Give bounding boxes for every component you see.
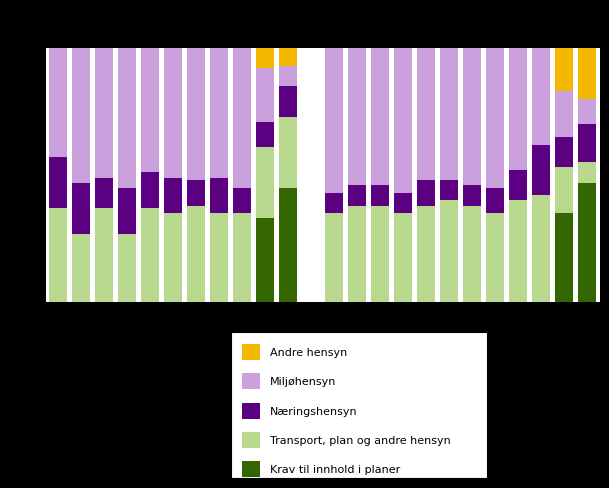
- Bar: [188, 49, 205, 181]
- Bar: [256, 49, 274, 69]
- Bar: [164, 214, 182, 303]
- Bar: [579, 49, 596, 100]
- FancyBboxPatch shape: [242, 403, 259, 419]
- Bar: [579, 100, 596, 125]
- Bar: [555, 168, 573, 214]
- Bar: [49, 158, 67, 209]
- FancyBboxPatch shape: [242, 462, 259, 477]
- Bar: [164, 178, 182, 214]
- Bar: [348, 206, 366, 303]
- Bar: [96, 49, 113, 178]
- Bar: [532, 145, 550, 196]
- Bar: [210, 214, 228, 303]
- FancyBboxPatch shape: [242, 345, 259, 360]
- Bar: [440, 201, 458, 303]
- Bar: [555, 138, 573, 168]
- Bar: [141, 49, 160, 173]
- Bar: [188, 181, 205, 206]
- Bar: [210, 49, 228, 178]
- Bar: [463, 186, 481, 206]
- Bar: [417, 206, 435, 303]
- Bar: [579, 183, 596, 303]
- Bar: [141, 209, 160, 303]
- Bar: [394, 49, 412, 193]
- Bar: [348, 49, 366, 186]
- Bar: [256, 122, 274, 148]
- Bar: [118, 188, 136, 234]
- Bar: [141, 173, 160, 209]
- Bar: [371, 206, 389, 303]
- Bar: [72, 183, 90, 234]
- Bar: [118, 49, 136, 188]
- Bar: [440, 49, 458, 181]
- Bar: [49, 49, 67, 158]
- Bar: [509, 49, 527, 171]
- Bar: [325, 214, 343, 303]
- Bar: [371, 186, 389, 206]
- Bar: [371, 49, 389, 186]
- Bar: [280, 49, 297, 66]
- Bar: [509, 201, 527, 303]
- Bar: [486, 214, 504, 303]
- Bar: [256, 148, 274, 219]
- Text: Miljøhensyn: Miljøhensyn: [270, 377, 336, 386]
- Bar: [440, 181, 458, 201]
- Bar: [463, 49, 481, 186]
- Bar: [463, 206, 481, 303]
- Bar: [188, 206, 205, 303]
- Text: Næringshensyn: Næringshensyn: [270, 406, 357, 416]
- Bar: [486, 49, 504, 188]
- Bar: [72, 49, 90, 183]
- Bar: [325, 193, 343, 214]
- Bar: [233, 188, 252, 214]
- Bar: [555, 49, 573, 92]
- Bar: [96, 209, 113, 303]
- Bar: [256, 69, 274, 122]
- Bar: [417, 49, 435, 181]
- Bar: [417, 181, 435, 206]
- Bar: [348, 186, 366, 206]
- Bar: [579, 163, 596, 183]
- Bar: [210, 178, 228, 214]
- Bar: [486, 188, 504, 214]
- Bar: [118, 234, 136, 303]
- Bar: [555, 214, 573, 303]
- Text: Krav til innhold i planer: Krav til innhold i planer: [270, 465, 400, 474]
- Bar: [96, 178, 113, 209]
- Bar: [280, 66, 297, 87]
- Bar: [280, 188, 297, 303]
- Bar: [49, 209, 67, 303]
- Bar: [164, 49, 182, 178]
- Text: Transport, plan og andre hensyn: Transport, plan og andre hensyn: [270, 435, 451, 445]
- Bar: [509, 171, 527, 201]
- Bar: [233, 214, 252, 303]
- Bar: [555, 92, 573, 138]
- FancyBboxPatch shape: [242, 374, 259, 389]
- Bar: [579, 125, 596, 163]
- Bar: [233, 49, 252, 188]
- Bar: [394, 214, 412, 303]
- Bar: [280, 117, 297, 188]
- Bar: [280, 87, 297, 117]
- Text: Andre hensyn: Andre hensyn: [270, 347, 347, 357]
- FancyBboxPatch shape: [242, 432, 259, 448]
- Bar: [325, 49, 343, 193]
- Bar: [394, 193, 412, 214]
- Bar: [532, 49, 550, 145]
- Bar: [256, 219, 274, 303]
- Bar: [72, 234, 90, 303]
- Bar: [532, 196, 550, 303]
